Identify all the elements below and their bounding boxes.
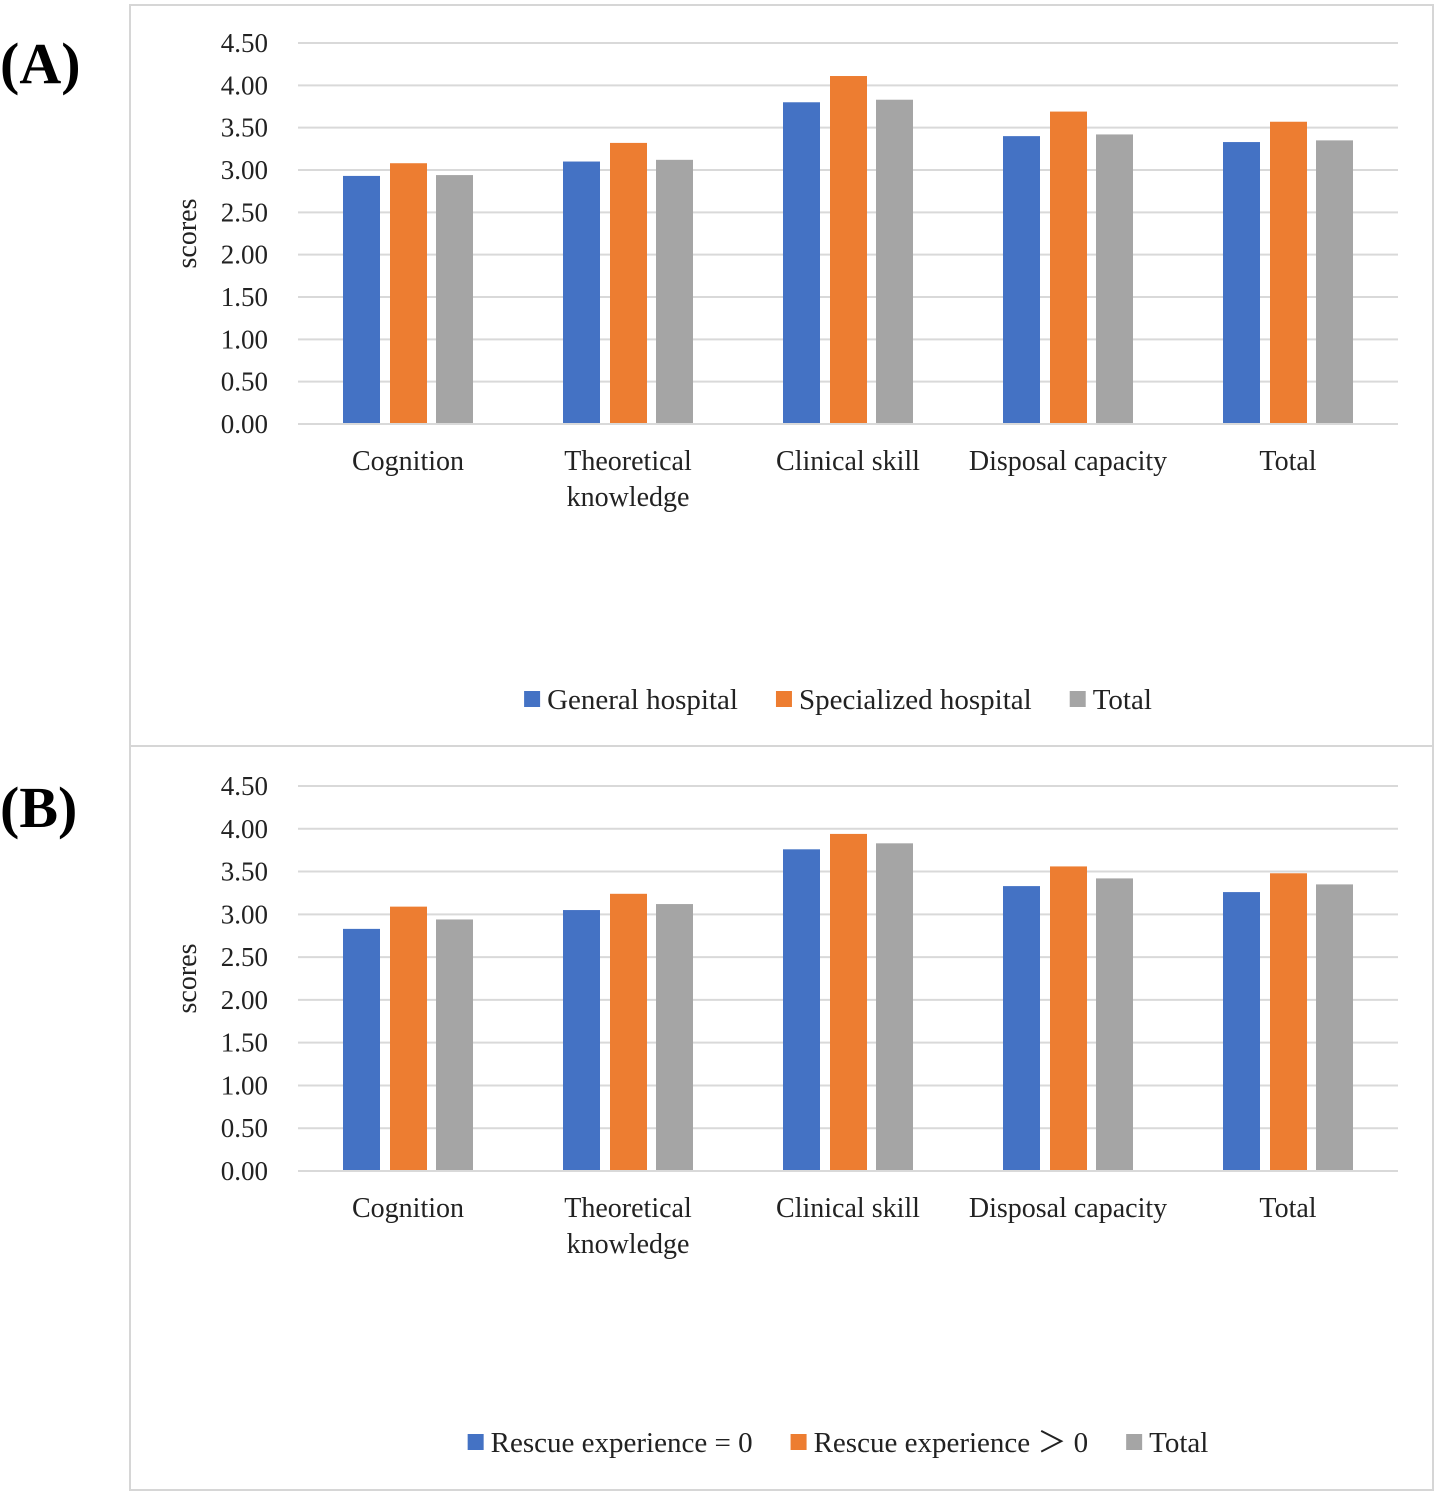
panel-a-x-tick-label: Disposal capacity (969, 446, 1167, 477)
panel-a-y-tick-label: 1.00 (221, 324, 268, 354)
panel-b-y-tick-label: 3.50 (221, 857, 268, 887)
panel-a-x-tick-label: Total (1259, 446, 1316, 477)
panel-b-y-tick-label: 2.50 (221, 942, 268, 972)
panel-a-y-tick-label: 0.50 (221, 367, 268, 397)
panel-b-y-tick-label: 1.00 (221, 1070, 268, 1100)
panel-b-x-tick-label: Cognition (352, 1193, 464, 1224)
panel-b-bar-1-4 (1270, 873, 1307, 1171)
panel-b-x-tick-label: Clinical skill (776, 1193, 920, 1224)
panel-b-legend-swatch (790, 1434, 807, 1450)
panel-b-bar-0-3 (1003, 886, 1040, 1171)
panel-b-bar-2-1 (656, 904, 693, 1171)
panel-a-y-tick-label: 2.50 (221, 197, 268, 227)
panel-b-legend-label: Total (1149, 1427, 1208, 1459)
panel-a-legend-label: Specialized hospital (799, 684, 1032, 716)
panel-b-bar-0-0 (343, 928, 380, 1171)
panel-b-bar-1-3 (1050, 866, 1087, 1171)
panel-a-bar-0-4 (1223, 142, 1260, 424)
panel-a-y-tick-label: 3.00 (221, 155, 268, 185)
panel-a-legend-swatch (1069, 691, 1086, 707)
panel-b-legend-swatch (467, 1434, 484, 1450)
panel-b-bar-0-4 (1223, 892, 1260, 1171)
panel-a-y-tick-label: 0.00 (221, 409, 268, 439)
panel-a-bar-2-4 (1316, 140, 1353, 424)
panel-a-bar-1-2 (830, 76, 867, 425)
panel-a-x-tick-label: Theoretical (564, 446, 692, 477)
panel-a-y-tick-label: 1.50 (221, 282, 268, 312)
panel-b-y-tick-label: 2.00 (221, 985, 268, 1015)
panel-b-chart: 0.00 0.50 1.00 1.50 2.00 2.50 3.00 3.50 4.00 4.50… (172, 771, 1398, 1459)
panel-a-chart: 0.00 0.50 1.00 1.50 2.00 2.50 3.00 3.50 4.00 4.50… (172, 28, 1398, 716)
panel-b-legend-swatch (1126, 1434, 1143, 1450)
panel-b-x-tick-label: Disposal capacity (969, 1193, 1167, 1224)
panel-a-y-tick-label: 4.00 (221, 70, 268, 100)
panel-b-bar-1-1 (610, 893, 647, 1171)
panel-b-bar-1-2 (830, 833, 867, 1171)
panel-b-bar-2-3 (1096, 878, 1133, 1171)
panel-a-label: (A) (0, 31, 81, 96)
panel-b-legend-label: Rescue experience ＞ 0 (814, 1427, 1089, 1459)
panel-b-y-tick-label: 1.50 (221, 1028, 268, 1058)
panel-b-bar-0-2 (783, 849, 820, 1171)
panel-a-bar-1-3 (1050, 111, 1087, 424)
panel-b-y-tick-label: 0.00 (221, 1156, 268, 1186)
panel-a-legend-swatch (775, 691, 792, 707)
panel-a-bar-2-3 (1096, 134, 1133, 424)
panel-b-bar-1-0 (390, 906, 427, 1171)
panel-b-bar-0-1 (563, 910, 600, 1171)
panel-b-x-tick-label: Theoretical (564, 1193, 692, 1224)
panel-a-legend-swatch (524, 691, 541, 707)
panel-b-label: (B) (0, 775, 78, 840)
panel-a-legend-label: General hospital (547, 684, 738, 716)
panel-a-bar-2-0 (436, 175, 473, 424)
panel-b-bar-2-4 (1316, 884, 1353, 1171)
panel-a-bar-0-2 (783, 102, 820, 425)
panel-a-bar-0-1 (563, 161, 600, 425)
panel-a-bar-2-2 (876, 99, 913, 424)
panel-a-y-tick-label: 3.50 (221, 113, 268, 143)
panel-a-y-axis-label: scores (172, 199, 203, 269)
panel-b-y-tick-label: 0.50 (221, 1113, 268, 1143)
panel-a-bar-0-3 (1003, 136, 1040, 424)
panel-a-bar-2-1 (656, 159, 693, 424)
panel-b-y-tick-label: 4.00 (221, 814, 268, 844)
panel-a-bar-1-4 (1270, 121, 1307, 425)
panel-b-bar-2-0 (436, 919, 473, 1171)
panel-b-x-tick-label: knowledge (567, 1229, 690, 1260)
panel-b-y-tick-label: 3.00 (221, 899, 268, 929)
panel-b-x-tick-label: Total (1259, 1193, 1316, 1224)
panel-a-bar-1-1 (610, 142, 647, 424)
panel-a-bar-1-0 (390, 163, 427, 424)
panel-a-x-tick-label: Clinical skill (776, 446, 920, 477)
panel-a-y-tick-label: 2.00 (221, 240, 268, 270)
panel-a-y-tick-label: 4.50 (221, 28, 268, 58)
panel-b-bar-2-2 (876, 843, 913, 1171)
panel-b-legend-label: Rescue experience = 0 (491, 1427, 753, 1459)
panel-a-bar-0-0 (343, 175, 380, 424)
panel-a-x-tick-label: Cognition (352, 446, 464, 477)
panel-a-x-tick-label: knowledge (567, 482, 690, 513)
panel-a-legend-label: Total (1093, 684, 1152, 716)
panel-b-y-tick-label: 4.50 (221, 771, 268, 801)
panel-b-y-axis-label: scores (172, 944, 203, 1014)
